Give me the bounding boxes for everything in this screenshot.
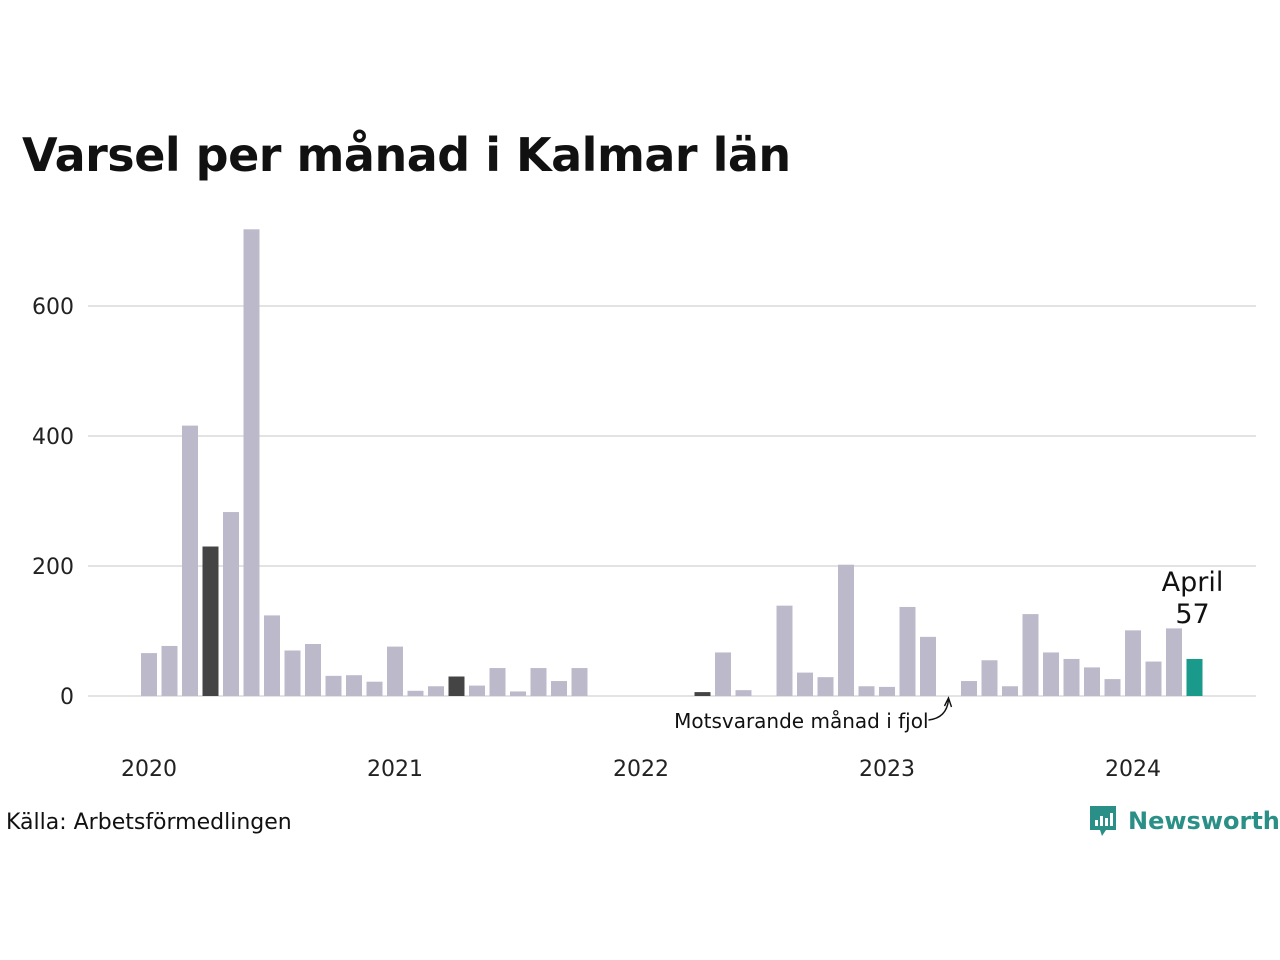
bar [1104, 679, 1121, 696]
y-tick-label: 400 [32, 425, 74, 450]
bar [489, 668, 506, 696]
bar [1186, 658, 1203, 696]
bar [899, 606, 916, 696]
bar [202, 546, 219, 696]
bar [284, 650, 301, 696]
bar [1084, 667, 1100, 696]
bar [961, 681, 977, 696]
bar [879, 686, 895, 696]
bar [366, 681, 383, 696]
annotation-arrow [928, 699, 950, 721]
highlight-value-label: 57 [1175, 599, 1209, 630]
y-tick-label: 0 [60, 685, 74, 710]
bar [264, 615, 280, 696]
bar [1166, 628, 1182, 696]
annotation-arrowhead [943, 696, 953, 708]
bar [1043, 652, 1059, 696]
chart-title: Varsel per månad i Kalmar län [22, 128, 791, 182]
bar [551, 681, 567, 696]
bar [1022, 614, 1039, 696]
bar [920, 636, 936, 696]
bar [981, 660, 998, 696]
bar [305, 644, 321, 696]
bar [817, 677, 834, 696]
bar [858, 686, 875, 696]
bar-chart-logo-icon [1090, 806, 1116, 836]
bar [1125, 630, 1141, 696]
bar [735, 690, 752, 696]
bar [715, 652, 731, 696]
bar [428, 686, 444, 696]
bar [1002, 686, 1018, 696]
bar [1145, 661, 1162, 696]
bar [448, 676, 465, 696]
brand-logo: Newsworthy [1088, 804, 1280, 838]
bar [141, 653, 157, 696]
bar [346, 675, 362, 696]
x-tick-label: 2021 [367, 757, 423, 782]
bar [469, 685, 485, 696]
bar [776, 605, 793, 696]
bar [223, 512, 239, 696]
highlight-month-label: April [1162, 567, 1224, 598]
y-tick-label: 200 [32, 555, 74, 580]
bar [571, 668, 588, 696]
bar [407, 690, 424, 696]
x-tick-label: 2024 [1105, 757, 1161, 782]
y-tick-label: 600 [32, 295, 74, 320]
bar [838, 564, 854, 696]
bar [694, 692, 711, 696]
x-tick-label: 2020 [121, 757, 177, 782]
bar [325, 675, 342, 696]
bar [387, 646, 403, 696]
x-tick-label: 2023 [859, 757, 915, 782]
source-label: Källa: Arbetsförmedlingen [6, 810, 292, 835]
bar [510, 691, 526, 696]
x-tick-label: 2022 [613, 757, 669, 782]
bar [243, 229, 260, 697]
bar [182, 425, 198, 696]
bar [1063, 658, 1080, 696]
bar [530, 668, 547, 696]
bar [161, 645, 178, 696]
brand-name: Newsworthy [1128, 807, 1280, 835]
annotation-label: Motsvarande månad i fjol [674, 709, 928, 733]
bar [797, 672, 813, 696]
